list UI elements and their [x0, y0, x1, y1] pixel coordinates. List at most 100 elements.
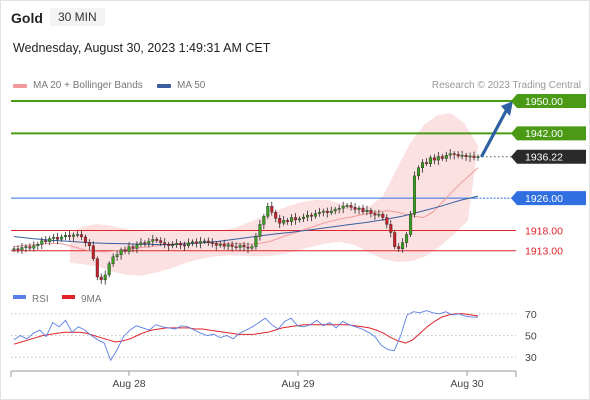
- level-label-1918-00: 1918.00: [525, 225, 563, 237]
- candle-body: [127, 246, 131, 252]
- candle-body: [91, 245, 95, 259]
- candle-body: [238, 245, 242, 248]
- candle-body: [464, 154, 468, 157]
- candle-body: [139, 242, 143, 245]
- candle-body: [190, 241, 194, 244]
- candle-body: [210, 242, 214, 244]
- candle-body: [64, 235, 68, 238]
- level-label-1950-00-tag: [511, 94, 586, 109]
- candle-body: [123, 249, 127, 252]
- research-credit: Research © 2023 Trading Central: [431, 80, 581, 91]
- candle-body: [294, 217, 298, 221]
- candle-body: [377, 214, 381, 216]
- candle-body: [317, 212, 321, 214]
- candle-body: [290, 217, 294, 222]
- candle-body: [270, 205, 274, 213]
- candle-body: [353, 207, 357, 210]
- rsi-legend-label: RSI: [32, 294, 49, 305]
- candle-body: [16, 248, 20, 251]
- candle-body: [206, 240, 210, 243]
- candle-body: [242, 245, 246, 248]
- candle-body: [175, 243, 179, 245]
- candle-body: [95, 258, 99, 278]
- ma50-line: [13, 195, 479, 246]
- candle-body: [357, 207, 361, 210]
- candle-body: [226, 244, 230, 247]
- candle-body: [99, 276, 103, 280]
- projection-arrow-head: [501, 101, 513, 117]
- legend-ma50: MA 50: [157, 80, 205, 91]
- candle-body: [282, 220, 286, 224]
- candle-body: [369, 209, 373, 214]
- candle-body: [56, 237, 60, 240]
- candle-body: [163, 242, 167, 245]
- candle-body: [143, 242, 147, 244]
- projection-arrow-shaft: [480, 109, 508, 158]
- rsi-tick-label: 50: [525, 331, 537, 343]
- candle-body: [424, 162, 428, 164]
- candle-body: [151, 239, 155, 242]
- rsi-legend-swatch: [13, 295, 26, 299]
- rsi-line: [13, 310, 478, 362]
- candle-body: [52, 237, 56, 239]
- timeframe-badge[interactable]: 30 MIN: [50, 8, 105, 26]
- level-label-1936-22: 1936.22: [525, 152, 563, 164]
- candle-body: [286, 220, 290, 222]
- candle-body: [194, 241, 198, 244]
- candle-body: [432, 157, 436, 161]
- candle-body: [115, 254, 119, 257]
- candle-body: [135, 244, 139, 249]
- candle-body: [28, 246, 32, 249]
- candle-body: [306, 214, 310, 218]
- candle-body: [202, 240, 206, 243]
- ma20-label: MA 20 + Bollinger Bands: [33, 80, 143, 91]
- candle-body: [230, 244, 234, 247]
- ma50-swatch: [157, 83, 171, 88]
- bollinger-band: [70, 113, 478, 276]
- candle-body: [32, 245, 36, 249]
- candle-body: [397, 246, 401, 249]
- candle-body: [266, 205, 270, 217]
- candle-body: [246, 246, 250, 249]
- candle-body: [262, 216, 266, 225]
- level-label-1936-22-tag: [511, 149, 586, 164]
- candle-body: [222, 243, 226, 247]
- candle-body: [401, 242, 405, 249]
- candle-body: [254, 236, 258, 247]
- candle-body: [274, 212, 278, 219]
- candle-body: [171, 244, 175, 247]
- candle-body: [71, 234, 75, 237]
- candle-body: [40, 240, 44, 245]
- candle-body: [111, 256, 115, 264]
- candle-body: [214, 243, 218, 246]
- candle-body: [460, 154, 464, 157]
- candle-body: [198, 241, 202, 244]
- candle-body: [302, 216, 306, 219]
- candle-body: [79, 234, 83, 238]
- candle-body: [278, 218, 282, 224]
- candle-body: [75, 234, 79, 236]
- candle-body: [309, 214, 313, 217]
- candle-body: [385, 217, 389, 225]
- instrument-title: Gold: [11, 10, 43, 26]
- level-label-1942-00-tag: [511, 126, 586, 141]
- candle-body: [365, 209, 369, 212]
- candle-body: [476, 156, 480, 159]
- candle-body: [393, 232, 397, 247]
- candle-body: [456, 154, 460, 157]
- candle-body: [250, 246, 254, 249]
- candle-body: [413, 175, 417, 215]
- level-label-1950-00: 1950.00: [525, 96, 563, 108]
- candle-body: [48, 238, 52, 243]
- candle-body: [361, 207, 365, 212]
- candle-body: [421, 162, 425, 169]
- candle-body: [428, 157, 432, 164]
- rsi-ma-legend-swatch: [62, 295, 75, 299]
- candle-body: [131, 246, 135, 249]
- ma20-swatch: [13, 83, 27, 88]
- candle-body: [448, 153, 452, 156]
- candle-body: [321, 210, 325, 213]
- candle-body: [167, 243, 171, 246]
- candle-body: [389, 224, 393, 233]
